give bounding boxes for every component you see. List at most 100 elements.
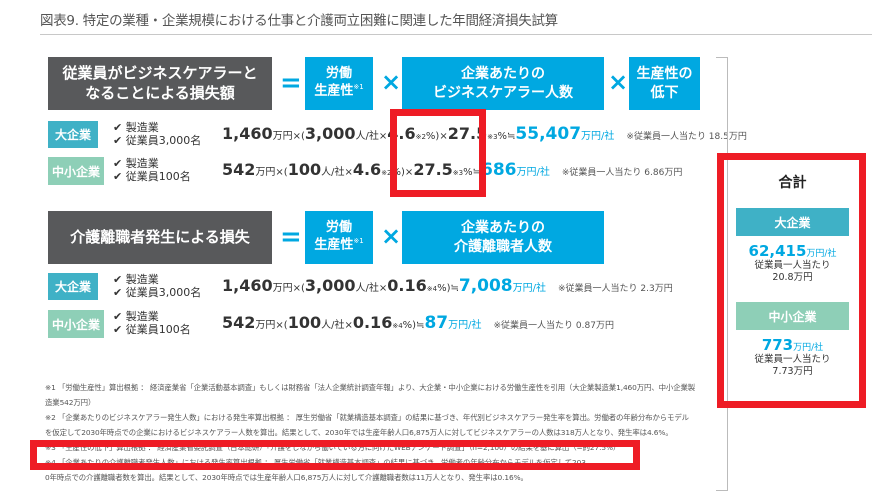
per-employee-label: 従業員一人当たり xyxy=(754,354,831,365)
unit: 万円/社 xyxy=(806,249,837,259)
result-unit: 万円/社 xyxy=(512,283,547,294)
factor2-line2: 介護離職者人数 xyxy=(454,238,552,255)
total-large-value: 62,415万円/社 xyxy=(727,242,858,260)
factor2-line2: ビジネスケアラー人数 xyxy=(433,84,573,101)
footnote-ref: ※4 xyxy=(392,322,403,330)
figure-title: 図表9. 特定の業種・企業規模における仕事と介護両立困難に関連した年間経済損失試… xyxy=(40,13,558,29)
result-value: 55,407 xyxy=(515,124,582,144)
bracket-top xyxy=(716,57,728,58)
productivity-value: 1,460 xyxy=(222,124,273,143)
label-large-company: 大企業 xyxy=(48,273,98,300)
unit: %)≒ xyxy=(437,283,459,294)
per-employee-note: ※従業員一人当たり 6.86万円 xyxy=(561,168,683,178)
factor2-line1: 企業あたりの xyxy=(461,220,545,237)
conditions-large: ✔ 製造業 ✔ 従業員3,000名 xyxy=(113,273,201,299)
total-panel: 合計 大企業 62,415万円/社 従業員一人当たり 20.8万円 中小企業 7… xyxy=(727,160,858,400)
footnote-2-cont: を仮定して2030年時点での企業におけるビジネスケアラー人数を算出。結果として、… xyxy=(45,428,673,437)
equals-sign: = xyxy=(280,222,302,252)
result-value: 686 xyxy=(481,160,517,180)
check-industry: ✔ 製造業 xyxy=(113,273,159,286)
footnote-ref: ※3 xyxy=(487,133,498,141)
factor-business-carers-per-company: 企業あたりの ビジネスケアラー人数 xyxy=(402,57,604,110)
rate-value: 4.6 xyxy=(352,160,382,179)
footnote-ref: ※1 xyxy=(353,83,364,92)
unit: %≒ xyxy=(463,167,482,178)
times-sign: × xyxy=(381,222,402,250)
footnote-1: ※1 「労働生産性」算出根拠 ： 経済産業省「企業活動基本調査」もしくは財務省「… xyxy=(45,383,696,392)
conditions-small: ✔ 製造業 ✔ 従業員100名 xyxy=(113,310,191,336)
per-employee-note: ※従業員一人当たり 18.5万円 xyxy=(626,132,747,142)
unit: %)× xyxy=(391,167,414,178)
factor-productivity-decline: 生産性の 低下 xyxy=(629,57,700,110)
total-small-value: 773万円/社 xyxy=(727,336,858,354)
rate-value: 0.16 xyxy=(387,276,427,295)
footnote-ref: ※1 xyxy=(353,237,364,246)
check-employees: ✔ 従業員3,000名 xyxy=(113,286,202,299)
employees-value: 3,000 xyxy=(304,124,356,143)
unit: 万円/社 xyxy=(793,343,824,353)
result-unit: 万円/社 xyxy=(581,131,615,142)
factor-care-leavers-per-company: 企業あたりの 介護離職者人数 xyxy=(402,211,604,264)
bracket-bottom xyxy=(716,490,728,491)
unit: 人/社× xyxy=(355,131,388,142)
result-unit: 万円/社 xyxy=(448,320,482,331)
conditions-small: ✔ 製造業 ✔ 従業員100名 xyxy=(113,157,191,183)
footnote-1-cont: 造業542万円） xyxy=(45,398,96,407)
per-employee-note: ※従業員一人当たり 0.87万円 xyxy=(493,321,614,331)
check-industry: ✔ 製造業 xyxy=(113,310,159,323)
check-industry: ✔ 製造業 xyxy=(113,121,159,134)
label-small-company: 中小企業 xyxy=(48,310,104,338)
factor-labor-productivity: 労働 生産性※1 xyxy=(305,211,373,264)
title-divider xyxy=(40,34,872,35)
unit: 人/社× xyxy=(355,283,388,294)
result-value: 87 xyxy=(424,313,449,333)
factor1-line1: 労働 xyxy=(325,66,352,82)
footnote-ref: ※4 xyxy=(426,285,438,293)
section2-header: 介護離職者発生による損失 xyxy=(48,211,272,264)
factor1-line1: 労働 xyxy=(325,220,352,236)
total-small-per-employee: 従業員一人当たり 7.73万円 xyxy=(727,354,858,378)
unit: %)× xyxy=(425,131,448,142)
label-large-company: 大企業 xyxy=(48,121,98,148)
value: 773 xyxy=(761,336,794,354)
total-label-large: 大企業 xyxy=(736,208,849,236)
employees-value: 100 xyxy=(287,160,322,179)
productivity-value: 542 xyxy=(222,160,256,179)
total-large-per-employee: 従業員一人当たり 20.8万円 xyxy=(727,260,858,284)
per-employee-value: 20.8万円 xyxy=(772,272,813,283)
productivity-value: 542 xyxy=(222,313,256,332)
highlight-box-decline-rate xyxy=(390,109,486,197)
per-employee-note: ※従業員一人当たり 2.3万円 xyxy=(558,284,673,294)
employees-value: 100 xyxy=(287,313,322,332)
unit: 人/社× xyxy=(321,320,353,331)
value: 62,415 xyxy=(748,242,807,260)
per-employee-value: 7.73万円 xyxy=(772,366,813,377)
section1-header-line1: 従業員がビジネスケアラーと xyxy=(62,64,258,82)
formula-s2-small: 542 万円×( 100 人/社× 0.16 ※4 %)≒ 87 万円/社 ※従… xyxy=(222,313,614,333)
times-sign: × xyxy=(608,68,629,96)
factor2-line1: 企業あたりの xyxy=(461,66,545,83)
times-sign: × xyxy=(381,68,402,96)
formula-s1-small: 542 万円×( 100 人/社× 4.6 ※2 %)× 27.5 ※3 %≒ … xyxy=(222,160,682,180)
footnote-2: ※2 「企業あたりのビジネスケアラー発生人数」における発生率算出根拠 ： 厚生労… xyxy=(45,413,689,422)
bracket-line xyxy=(726,57,728,491)
section1-header-line2: なることによる損失額 xyxy=(85,83,235,102)
footnote-ref: ※2 xyxy=(415,133,426,141)
check-employees: ✔ 従業員100名 xyxy=(113,170,191,183)
factor3-line2: 低下 xyxy=(650,84,679,101)
unit: 万円×( xyxy=(255,320,288,331)
check-employees: ✔ 従業員100名 xyxy=(113,323,191,336)
unit: %)≒ xyxy=(402,320,425,331)
unit: 万円×( xyxy=(272,131,305,142)
check-industry: ✔ 製造業 xyxy=(113,157,159,170)
equals-sign: = xyxy=(280,68,302,98)
per-employee-label: 従業員一人当たり xyxy=(754,260,831,271)
unit: 万円×( xyxy=(272,283,305,294)
check-employees: ✔ 従業員3,000名 xyxy=(113,134,202,147)
unit: 人/社× xyxy=(321,167,353,178)
unit: %≒ xyxy=(497,131,516,142)
section1-header: 従業員がビジネスケアラーと なることによる損失額 xyxy=(48,57,272,110)
footnote-4-cont: 0年時点での介護離職者数を算出。結果として、2030年時点では生産年齢人口6,8… xyxy=(45,473,528,482)
rate-value: 4.6 xyxy=(387,124,416,143)
footnote-ref: ※2 xyxy=(381,169,392,177)
